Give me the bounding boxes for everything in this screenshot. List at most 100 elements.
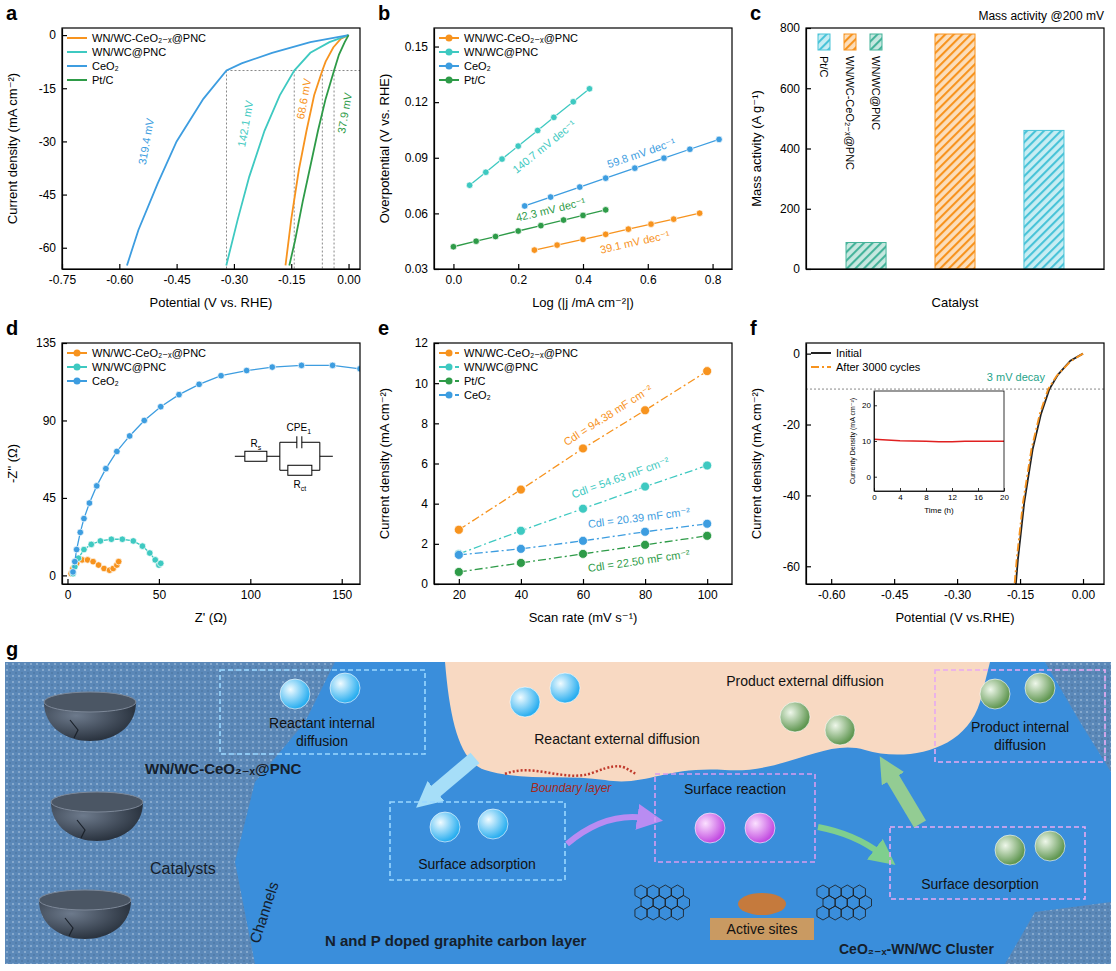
catalyst-rim (39, 890, 131, 910)
panel: d05010015004590135Z' (Ω)-Z'' (Ω)WN/WC-Ce… (5, 317, 363, 625)
annotation-label: Cdl = 22.50 mF cm⁻² (587, 547, 691, 574)
molecule (1025, 673, 1055, 703)
diagram-label: Product internal (971, 719, 1069, 735)
x-axis-title: Scan rate (mV s⁻¹) (529, 610, 638, 625)
diagram-label: Boundary layer (531, 781, 613, 795)
marker (670, 216, 677, 223)
y-tick-mark (806, 88, 811, 89)
y-axis-title: -Z'' (Ω) (5, 444, 20, 483)
y-tick-mark (62, 194, 67, 195)
bar (846, 242, 886, 269)
x-tick-label: 0 (872, 493, 877, 502)
plot-frame (62, 343, 360, 584)
y-tick: 0.06 (405, 207, 439, 221)
legend-item: WN/WC@PNC (67, 46, 166, 58)
marker (547, 194, 554, 201)
diagram-label: Reactant internal (269, 715, 375, 731)
y-tick-label: 6 (421, 457, 428, 471)
y-tick-label: 8 (421, 417, 428, 431)
marker (81, 515, 88, 522)
marker (579, 549, 588, 558)
circuit-wire (280, 470, 288, 471)
molecule (995, 835, 1025, 865)
boundary-line (505, 766, 637, 775)
x-tick-mark (250, 579, 251, 584)
annotation-patch (605, 135, 678, 170)
annotation-label: Cdl = 94.38 mF cm⁻² (561, 382, 654, 448)
plot-area (450, 86, 722, 254)
x-tick-label: -0.75 (49, 273, 77, 287)
step-box (655, 774, 815, 862)
y-tick: -40 (783, 489, 811, 503)
x-tick: -0.60 (818, 579, 846, 602)
y-tick-label: -60 (783, 560, 801, 574)
marker (703, 519, 712, 528)
y-tick-label: 10 (862, 437, 871, 446)
molecule (980, 679, 1010, 709)
series-line (127, 35, 349, 265)
legend-swatch (811, 366, 831, 368)
legend-label: Pt/C (464, 375, 485, 387)
marker (602, 175, 609, 182)
plot-area (846, 34, 1064, 269)
legend: WN/WC-CeO₂₋ₓ@PNCWN/WC@PNCCeO₂Pt/C (439, 32, 578, 86)
y-tick-label: 0 (867, 473, 872, 482)
x-tick: 12 (948, 488, 957, 502)
x-tick-label: 0.2 (510, 273, 527, 287)
y-tick: 0 (867, 473, 877, 482)
marker (218, 372, 225, 379)
y-tick-label: 0.03 (405, 262, 429, 276)
reference-line (322, 71, 323, 269)
legend-item: CeO₂ (439, 60, 491, 72)
plot-frame (806, 343, 1104, 584)
y-axis-title: Current density (mA cm⁻²) (749, 388, 764, 539)
legend-swatch (446, 49, 453, 56)
legend-label: WN/WC@PNC (464, 361, 538, 373)
circuit-label: Rs (250, 438, 261, 451)
circuit-label: Rct (293, 479, 306, 492)
marker (570, 98, 577, 105)
x-tick-mark (177, 264, 178, 269)
legend-swatch (446, 63, 453, 70)
y-tick-label: 135 (36, 336, 56, 350)
y-tick-label: 0 (49, 569, 56, 583)
plot: Pt/CWN/WC-CeO₂₋ₓ@PNCWN/WC@PNCMass activi… (749, 9, 1105, 310)
marker (298, 362, 305, 369)
y-tick: 6 (421, 457, 439, 471)
legend-label: WN/WC@PNC (464, 46, 538, 58)
bulk-solution (445, 662, 990, 781)
x-tick: 8 (924, 488, 929, 502)
marker (602, 207, 609, 214)
y-axis-title: Current density (mA cm⁻²) (377, 388, 392, 539)
x-tick: 20 (453, 579, 467, 602)
marker (661, 155, 668, 162)
y-axis-line (62, 344, 63, 585)
diagram-label: Surface reaction (684, 781, 786, 797)
diagram-label: Active sites (727, 921, 798, 937)
y-tick-mark (62, 575, 67, 576)
annotation-label: Cdl = 20.39 mF cm⁻² (587, 505, 691, 530)
x-tick-label: 4 (898, 493, 903, 502)
y-tick: 135 (36, 336, 67, 350)
arrow (818, 827, 881, 854)
bar (935, 34, 975, 269)
circuit-label-main: CPE (287, 422, 308, 433)
marker (516, 558, 525, 567)
crack (70, 720, 78, 738)
y-axis: 04590135 (36, 336, 67, 584)
annotation-patch (514, 195, 588, 224)
arrow (430, 758, 475, 796)
annotation-label: 142.1 mV (235, 99, 255, 148)
marker (531, 247, 538, 254)
marker (93, 483, 100, 490)
reference-line (226, 71, 227, 269)
x-tick-mark (291, 264, 292, 269)
label-patch (710, 918, 814, 940)
y-tick-mark (62, 343, 67, 344)
y-axis: 0200400600800 (780, 21, 811, 276)
x-tick: 0.2 (510, 264, 527, 287)
circuit-wire (312, 470, 320, 471)
marker (454, 567, 463, 576)
marker (103, 465, 110, 472)
x-tick-label: 20 (1000, 493, 1009, 502)
